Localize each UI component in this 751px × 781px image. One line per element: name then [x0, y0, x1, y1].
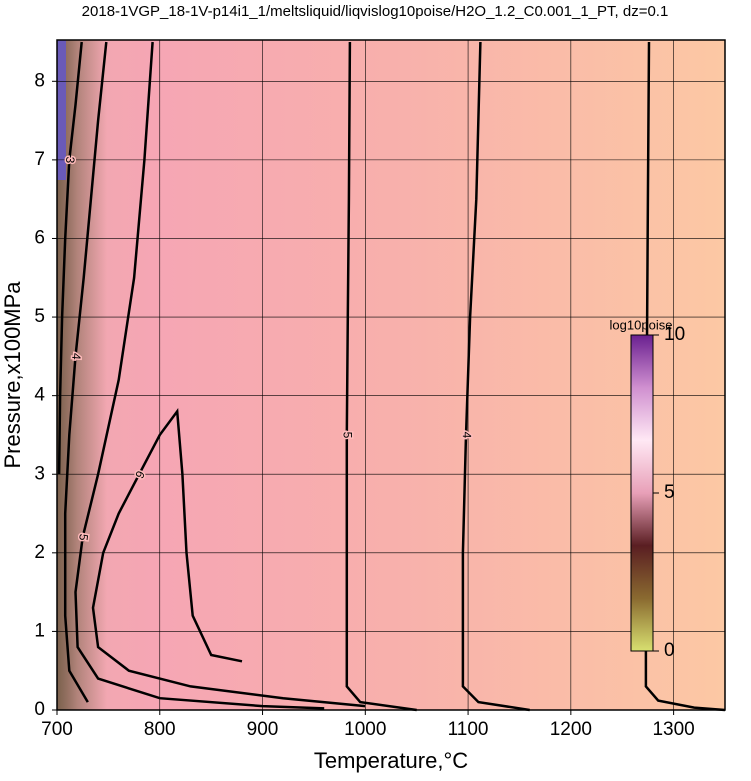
x-tick-label: 900: [247, 719, 279, 740]
contour-label: 4: [69, 353, 84, 361]
contour-label: 5: [341, 432, 355, 439]
y-tick-label: 0: [34, 699, 45, 720]
x-tick-label: 1100: [448, 719, 489, 740]
y-tick-label: 1: [34, 620, 45, 641]
colorbar-tick-label: 5: [664, 482, 675, 503]
contour-line: [74, 41, 325, 710]
chart-title: 2018-1VGP_18-1V-p14i1_1/meltsliquid/liqv…: [82, 3, 669, 20]
colorbar-tick-label: 10: [664, 324, 685, 345]
colorbar-label: log10poise: [610, 317, 673, 332]
plot-background: [57, 40, 725, 710]
x-tick-label: 1000: [344, 719, 386, 740]
contour-label: 5: [76, 533, 91, 542]
contour-label: 3: [63, 156, 77, 164]
y-tick-label: 7: [34, 149, 45, 170]
plot-frame: [56, 39, 726, 711]
x-tick-label: 1200: [550, 719, 592, 740]
colorbar-tick-label: 0: [664, 640, 675, 661]
x-tick-label: 1300: [652, 719, 694, 740]
y-axis-label: Pressure,x100MPa: [0, 281, 25, 469]
y-tick-label: 4: [34, 385, 45, 406]
plot-shade: [57, 40, 66, 180]
contour-line: [461, 41, 530, 712]
contour-line: [91, 407, 366, 708]
contour-line: [63, 41, 108, 703]
y-tick-label: 8: [34, 70, 45, 91]
contour-line: [57, 41, 83, 475]
x-axis-label: Temperature,°C: [314, 748, 468, 773]
contour-label: 4: [460, 431, 474, 438]
x-tick-label: 800: [144, 719, 176, 740]
y-tick-label: 5: [34, 306, 45, 327]
y-tick-label: 3: [34, 463, 45, 484]
y-tick-label: 6: [34, 227, 45, 248]
contour-line: [345, 41, 417, 712]
y-tick-label: 2: [34, 542, 45, 563]
x-tick-label: 700: [41, 719, 73, 740]
colorbar: [630, 334, 654, 652]
